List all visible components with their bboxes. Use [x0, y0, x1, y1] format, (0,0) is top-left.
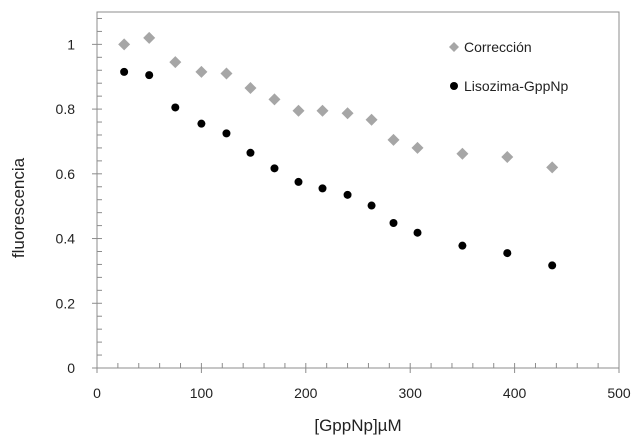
legend: Corrección Lisozima-GppNp [449, 39, 568, 94]
data-point-circle [294, 177, 303, 186]
x-tick-label: 500 [607, 385, 631, 401]
y-tick-label: 0.2 [56, 295, 76, 311]
data-point-circle [270, 164, 279, 173]
data-point-circle [318, 184, 327, 193]
y-tick-label: 1 [67, 36, 75, 52]
legend-label: Lisozima-GppNp [464, 78, 568, 94]
legend-label: Corrección [464, 39, 532, 55]
y-tick-label: 0 [67, 360, 75, 376]
data-point-diamond [292, 104, 305, 117]
data-point-circle [120, 67, 129, 76]
data-point-circle [171, 103, 180, 112]
plot-border [96, 11, 620, 369]
y-tick-label: 0.8 [56, 101, 76, 117]
data-point-circle [367, 201, 376, 210]
x-tick-label: 0 [93, 385, 101, 401]
data-point-diamond [268, 93, 281, 106]
data-point-diamond [411, 141, 424, 154]
series-lisozima-gppnp [120, 67, 557, 270]
legend-marker-circle [450, 82, 458, 90]
data-point-circle [246, 148, 255, 157]
data-point-circle [389, 219, 398, 228]
data-point-diamond [456, 147, 469, 160]
data-point-diamond [365, 113, 378, 126]
y-axis: 0 0.2 0.4 0.6 0.8 1 [56, 17, 102, 376]
y-tick-label: 0.6 [56, 166, 76, 182]
data-point-circle [458, 241, 467, 250]
x-tick-label: 400 [503, 385, 527, 401]
data-point-diamond [501, 150, 514, 163]
x-tick-label: 300 [399, 385, 423, 401]
data-point-circle [343, 190, 352, 199]
data-point-circle [222, 129, 231, 138]
x-axis: 0 100 200 300 400 500 [93, 363, 631, 401]
y-tick-label: 0.4 [56, 231, 76, 247]
data-point-diamond [220, 67, 233, 80]
data-point-circle [197, 119, 206, 128]
legend-marker-diamond [449, 42, 459, 52]
data-point-diamond [195, 65, 208, 78]
data-point-circle [548, 261, 557, 270]
x-axis-title: [GppNp]µM [314, 416, 401, 435]
data-series [118, 31, 559, 270]
y-axis-title: fluorescencia [9, 157, 28, 258]
data-point-circle [503, 249, 512, 258]
plot-area [96, 11, 620, 369]
data-point-diamond [118, 38, 131, 51]
data-point-circle [413, 228, 422, 237]
data-point-diamond [143, 31, 156, 44]
data-point-diamond [316, 104, 329, 117]
series-correccion [118, 31, 559, 174]
data-point-diamond [546, 161, 559, 174]
data-point-diamond [387, 133, 400, 146]
x-tick-label: 100 [190, 385, 214, 401]
x-tick-label: 200 [294, 385, 318, 401]
data-point-circle [145, 71, 154, 80]
data-point-diamond [244, 82, 257, 95]
data-point-diamond [341, 107, 354, 120]
data-point-diamond [169, 56, 182, 69]
